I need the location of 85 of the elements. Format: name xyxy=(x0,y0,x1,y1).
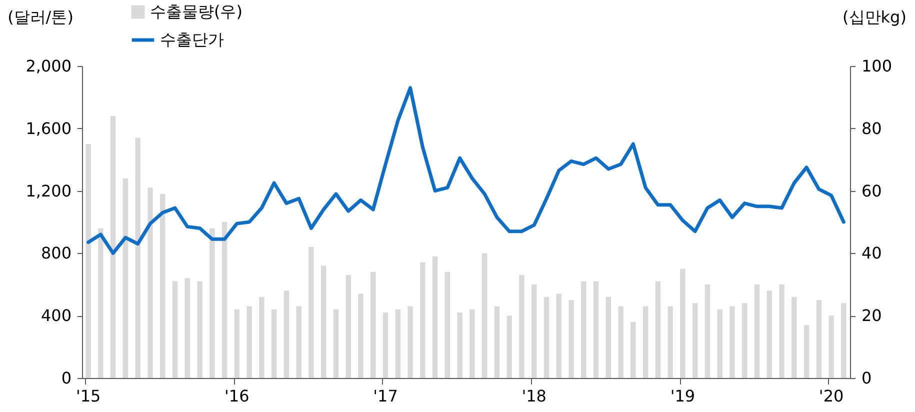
y-tick-label: 2,000 xyxy=(26,56,72,76)
bar xyxy=(717,309,722,378)
bar xyxy=(532,284,537,378)
line-series xyxy=(86,86,846,255)
bar xyxy=(98,228,104,378)
bar xyxy=(246,306,252,378)
bar xyxy=(148,188,153,378)
bar xyxy=(568,300,574,378)
bar xyxy=(308,246,314,378)
bar xyxy=(704,284,710,378)
y-tick-label: 1,200 xyxy=(26,181,72,200)
bar xyxy=(135,138,140,378)
bar xyxy=(754,284,760,378)
bar xyxy=(804,324,810,378)
bar xyxy=(284,290,290,378)
x-tick-label: '20 xyxy=(818,386,844,406)
bar xyxy=(432,256,438,378)
bar xyxy=(370,272,376,378)
bar xyxy=(470,309,475,378)
bar xyxy=(642,306,648,378)
bar xyxy=(86,144,91,378)
legend-label: 수출물량(우) xyxy=(150,2,242,21)
bar xyxy=(346,275,351,378)
bar xyxy=(110,116,116,378)
bar xyxy=(680,268,686,378)
bar xyxy=(655,281,661,378)
bar xyxy=(408,306,413,378)
y2-tick-label: 60 xyxy=(862,181,882,200)
bar xyxy=(828,316,834,378)
bar xyxy=(494,306,500,378)
bar xyxy=(395,309,400,378)
bar xyxy=(519,275,524,378)
bar xyxy=(222,222,228,378)
bar xyxy=(271,309,277,378)
bar xyxy=(333,309,339,378)
bar xyxy=(593,281,599,378)
bar xyxy=(160,194,166,378)
y2-tick-label: 80 xyxy=(862,118,882,138)
bar xyxy=(618,306,624,378)
y2-tick-label: 40 xyxy=(862,244,882,263)
bar xyxy=(556,294,562,378)
bar xyxy=(630,322,636,378)
bar xyxy=(792,296,797,378)
bar xyxy=(506,316,512,378)
bar xyxy=(234,309,240,378)
bar xyxy=(692,303,698,378)
bar xyxy=(742,303,748,378)
bar xyxy=(382,312,388,378)
bar xyxy=(668,306,673,378)
x-tick-label: '16 xyxy=(224,386,250,406)
bar xyxy=(122,178,128,378)
y2-tick-label: 0 xyxy=(862,368,872,388)
y2-axis-title: (십만kg) xyxy=(842,8,906,26)
bar xyxy=(197,281,202,378)
bar xyxy=(296,306,302,378)
bar xyxy=(841,303,846,378)
x-tick-label: '19 xyxy=(670,386,696,406)
y2-tick-label: 20 xyxy=(862,306,882,326)
y-tick-label: 800 xyxy=(40,244,72,263)
bar xyxy=(184,278,190,378)
x-tick-label: '15 xyxy=(76,386,101,406)
bar xyxy=(358,294,364,378)
legend-label: 수출단가 xyxy=(160,30,224,49)
bar xyxy=(210,228,215,378)
y-tick-label: 0 xyxy=(61,368,72,388)
bar xyxy=(172,281,178,378)
bar xyxy=(420,262,426,378)
bar xyxy=(320,266,326,378)
bar xyxy=(259,296,264,378)
bar xyxy=(766,290,772,378)
x-tick-label: '17 xyxy=(373,386,398,406)
bar xyxy=(730,306,735,378)
bar xyxy=(444,272,450,378)
bar xyxy=(816,300,822,378)
y-tick-label: 1,600 xyxy=(26,118,72,138)
bar xyxy=(606,296,612,378)
bar xyxy=(482,253,488,378)
bar xyxy=(457,312,462,378)
bar xyxy=(544,296,550,378)
y-tick-label: 400 xyxy=(40,306,72,326)
bar xyxy=(581,281,586,378)
bar xyxy=(779,284,784,378)
x-tick-label: '18 xyxy=(522,386,546,406)
y2-tick-label: 100 xyxy=(862,56,892,76)
y-axis-title: (달러/톤) xyxy=(8,8,74,26)
